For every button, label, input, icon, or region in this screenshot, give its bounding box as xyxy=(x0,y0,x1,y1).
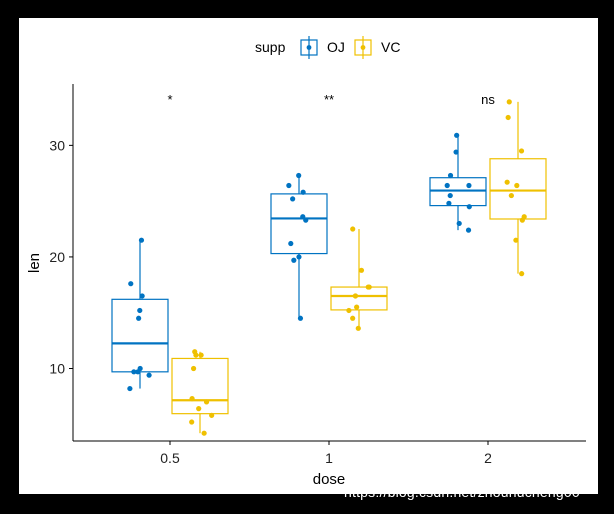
point-oj-2-7 xyxy=(447,172,454,179)
point-vc-0-2 xyxy=(189,396,195,402)
point-oj-2-2 xyxy=(465,227,472,233)
box-vc-0 xyxy=(171,351,229,434)
point-vc-2-9 xyxy=(518,148,525,154)
y-axis-title: len xyxy=(26,253,43,273)
legend-key-vc-dot xyxy=(360,45,366,50)
point-oj-2-4 xyxy=(446,200,452,206)
point-vc-2-2 xyxy=(506,99,512,105)
point-vc-1-4 xyxy=(350,226,356,232)
point-oj-1-9 xyxy=(296,172,302,179)
point-oj-0-4 xyxy=(136,315,142,321)
legend: supp OJ VC xyxy=(255,36,400,59)
point-oj-1-7 xyxy=(288,240,294,247)
watermark: https://blog.csdn.net/zhouhucheng00 xyxy=(344,484,580,500)
point-oj-2-8 xyxy=(453,149,459,155)
point-vc-2-7 xyxy=(513,237,519,243)
point-oj-0-0 xyxy=(137,307,143,314)
point-vc-2-4 xyxy=(514,182,520,189)
y-tick-label-30: 30 xyxy=(49,137,65,153)
point-oj-0-1 xyxy=(138,237,145,243)
point-vc-1-7 xyxy=(350,315,356,321)
point-vc-1-8 xyxy=(358,267,365,273)
point-oj-0-2 xyxy=(128,281,134,287)
significance-annotations: * ** ns xyxy=(167,92,495,107)
box-body xyxy=(171,357,229,415)
point-oj-1-6 xyxy=(300,189,306,195)
x-axis-title: dose xyxy=(313,471,346,488)
point-oj-2-3 xyxy=(466,204,472,210)
point-vc-1-5 xyxy=(365,284,371,290)
legend-label-oj: OJ xyxy=(327,39,345,55)
box-vc-2 xyxy=(489,101,547,274)
legend-key-oj-dot xyxy=(306,45,312,50)
point-oj-0-3 xyxy=(131,369,137,375)
point-vc-1-9 xyxy=(354,304,360,310)
x-tick-label-2: 2 xyxy=(484,450,492,466)
points xyxy=(127,99,527,436)
point-vc-0-7 xyxy=(193,352,199,358)
point-oj-1-5 xyxy=(290,196,296,202)
point-oj-1-2 xyxy=(300,214,306,220)
legend-key-oj xyxy=(300,36,318,59)
legend-title: supp xyxy=(255,39,286,55)
point-vc-2-3 xyxy=(508,192,514,199)
point-oj-0-9 xyxy=(135,369,141,375)
y-ticks: 10 20 30 xyxy=(49,137,73,376)
box-vc-1 xyxy=(330,229,388,329)
point-oj-1-8 xyxy=(297,315,304,321)
point-vc-2-8 xyxy=(519,217,525,223)
point-oj-1-0 xyxy=(291,257,297,263)
point-oj-1-3 xyxy=(286,182,292,189)
point-oj-1-4 xyxy=(296,254,302,260)
point-vc-0-6 xyxy=(198,352,204,358)
legend-label-vc: VC xyxy=(381,39,400,55)
point-oj-2-9 xyxy=(456,220,462,227)
box-oj-1 xyxy=(270,175,328,319)
point-vc-0-8 xyxy=(189,419,195,425)
significance-label-2: ns xyxy=(481,92,495,107)
significance-label-0: * xyxy=(167,92,172,107)
plot-panel: supp OJ VC dose len 10 20 30 0.5 1 2 * ** ns xyxy=(19,18,598,494)
box-oj-2 xyxy=(429,135,487,231)
box-body xyxy=(330,286,388,311)
point-vc-1-2 xyxy=(346,307,352,314)
point-vc-1-1 xyxy=(352,293,359,299)
point-oj-2-5 xyxy=(454,132,460,138)
point-vc-0-3 xyxy=(209,412,215,418)
point-vc-1-6 xyxy=(355,325,361,331)
point-oj-0-7 xyxy=(146,372,152,378)
point-vc-2-1 xyxy=(519,271,525,277)
point-oj-0-8 xyxy=(139,293,145,299)
x-tick-label-0: 0.5 xyxy=(160,450,180,466)
box-body xyxy=(270,193,328,255)
y-tick-label-20: 20 xyxy=(49,249,65,265)
point-oj-1-1 xyxy=(303,217,309,223)
boxes xyxy=(111,101,547,434)
x-ticks: 0.5 1 2 xyxy=(160,441,492,466)
box-body xyxy=(489,158,547,220)
point-vc-2-6 xyxy=(504,179,510,185)
point-vc-0-0 xyxy=(201,430,207,436)
point-vc-0-4 xyxy=(196,406,202,412)
y-tick-label-10: 10 xyxy=(49,360,65,376)
legend-key-vc xyxy=(354,36,372,59)
x-tick-label-1: 1 xyxy=(325,450,333,466)
point-vc-2-5 xyxy=(505,114,511,121)
box-body xyxy=(429,177,487,207)
significance-label-1: ** xyxy=(324,92,334,107)
point-vc-0-9 xyxy=(203,399,210,405)
point-vc-0-5 xyxy=(190,365,197,372)
point-oj-0-6 xyxy=(127,385,133,392)
point-oj-2-0 xyxy=(447,192,453,199)
point-oj-2-1 xyxy=(444,182,450,189)
point-oj-2-6 xyxy=(466,182,472,189)
